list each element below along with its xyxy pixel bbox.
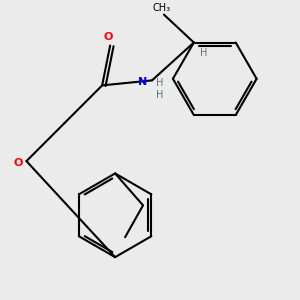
Text: H: H (156, 90, 164, 100)
Text: H: H (200, 47, 207, 58)
Text: N: N (138, 77, 147, 87)
Text: H: H (156, 78, 164, 88)
Text: O: O (13, 158, 22, 168)
Text: O: O (103, 32, 113, 41)
Text: CH₃: CH₃ (153, 3, 171, 13)
